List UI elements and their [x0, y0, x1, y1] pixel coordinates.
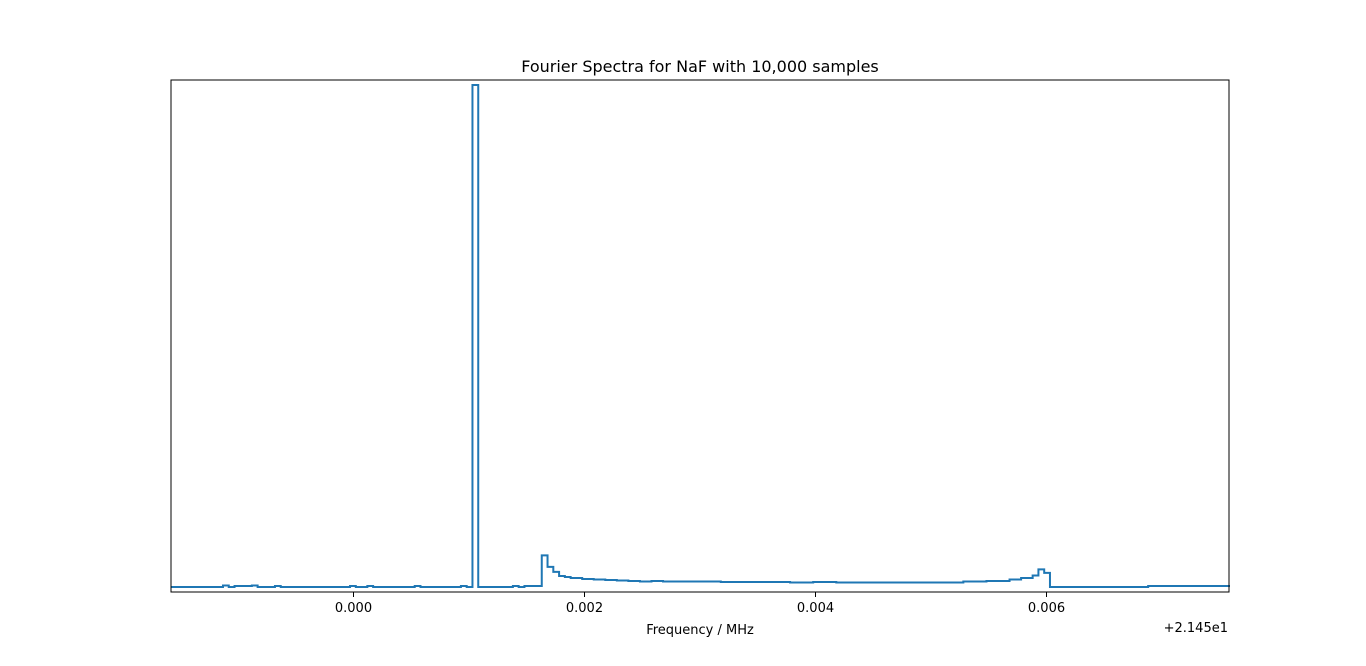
x-tick-label: 0.000 — [335, 601, 372, 616]
x-axis-ticks: 0.000 0.002 0.004 0.006 — [335, 592, 1065, 616]
axes-frame — [170, 79, 1230, 593]
x-tick-label: 0.006 — [1028, 601, 1065, 616]
chart-title: Fourier Spectra for NaF with 10,000 samp… — [521, 57, 879, 76]
x-tick-label: 0.002 — [566, 601, 603, 616]
plot-area — [171, 84, 1230, 588]
x-axis-offset-label: +2.145e1 — [1164, 621, 1228, 636]
x-tick-label: 0.004 — [797, 601, 834, 616]
series-line-0 — [171, 84, 1230, 588]
x-axis-label: Frequency / MHz — [646, 623, 754, 638]
